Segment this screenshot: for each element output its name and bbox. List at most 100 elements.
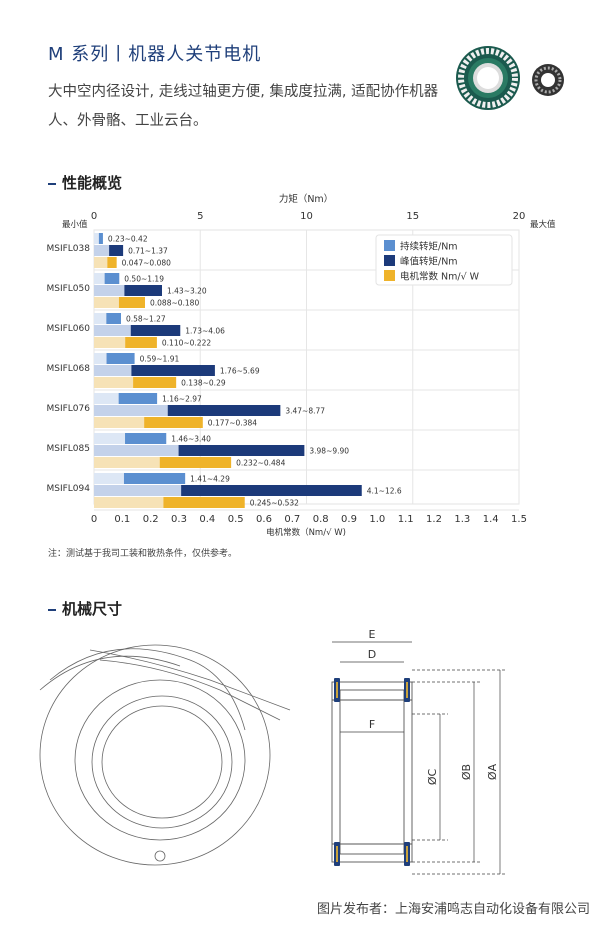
bottom-tick-label: 0.7 <box>284 514 300 525</box>
category-label: MSIFL068 <box>46 364 90 374</box>
bar-min-segment <box>94 297 119 308</box>
bar-min-segment <box>94 257 108 268</box>
bar-range-segment <box>118 393 158 404</box>
bar-range-segment <box>106 313 121 324</box>
bottom-tick-label: 0.8 <box>313 514 329 525</box>
top-tick-label: 10 <box>300 211 313 222</box>
bar-value-label: 1.46~3.40 <box>171 435 211 444</box>
section-windings <box>334 678 410 866</box>
bottom-tick-label: 1.1 <box>398 514 414 525</box>
dimension-lines <box>332 641 506 875</box>
bar-min-segment <box>94 285 125 296</box>
min-value-label: 最小值 <box>62 219 88 230</box>
dim-b-label: ØB <box>460 764 473 780</box>
bar-value-label: 0.58~1.27 <box>126 315 166 324</box>
bar-min-segment <box>94 377 134 388</box>
bar-range-segment <box>98 233 103 244</box>
bar-value-label: 4.1~12.6 <box>367 487 402 496</box>
top-tick-label: 20 <box>513 211 526 222</box>
category-label: MSIFL076 <box>46 404 90 414</box>
bar-min-segment <box>94 325 131 336</box>
bottom-tick-label: 1.5 <box>511 514 527 525</box>
bar-range-segment <box>104 273 120 284</box>
page-title: M 系列丨机器人关节电机 <box>48 44 262 65</box>
bar-value-label: 1.41~4.29 <box>190 475 230 484</box>
bar-min-segment <box>94 485 182 496</box>
dim-a-label: ØA <box>486 763 499 780</box>
bar-value-label: 0.50~1.19 <box>124 275 164 284</box>
bottom-tick-label: 0.3 <box>171 514 187 525</box>
bar-value-label: 1.16~2.97 <box>162 395 202 404</box>
bottom-tick-label: 1.0 <box>369 514 385 525</box>
bar-value-label: 3.47~8.77 <box>285 407 325 416</box>
bar-min-segment <box>94 365 132 376</box>
publisher-footer: 图片发布者：上海安浦鸣志自动化设备有限公司 <box>316 902 590 917</box>
bar-min-segment <box>94 233 99 244</box>
test-note: 注：测试基于我司工装和散热条件，仅供参考。 <box>48 549 238 559</box>
bar-min-segment <box>94 473 124 484</box>
bottom-axis-label: 电机常数（Nm/√ W) <box>266 527 346 538</box>
product-description: 大中空内径设计, 走线过轴更方便, 集成度拉满, 适配协作机器人、外骨骼、工业云… <box>48 84 439 129</box>
bar-value-label: 0.088~0.180 <box>150 299 199 308</box>
bar-range-segment <box>133 377 177 388</box>
bar-min-segment <box>94 353 107 364</box>
legend-label: 持续转矩/Nm <box>400 241 458 253</box>
bar-range-segment <box>130 325 181 336</box>
category-label: MSIFL085 <box>46 444 90 454</box>
bottom-tick-label: 0.1 <box>114 514 130 525</box>
bar-min-segment <box>94 433 126 444</box>
bottom-tick-label: 1.3 <box>454 514 470 525</box>
bottom-tick-label: 0.4 <box>199 514 215 525</box>
legend-swatch <box>384 240 395 251</box>
bar-range-segment <box>125 433 167 444</box>
category-label: MSIFL050 <box>46 284 90 294</box>
bottom-tick-label: 0.6 <box>256 514 272 525</box>
bottom-tick-label: 1.2 <box>426 514 442 525</box>
bar-range-segment <box>107 257 117 268</box>
bar-range-segment <box>106 353 135 364</box>
category-label: MSIFL038 <box>46 244 90 254</box>
category-label: MSIFL060 <box>46 324 90 334</box>
legend-label: 电机常数 Nm/√ W <box>400 271 480 283</box>
section-magnets <box>336 682 408 862</box>
top-tick-label: 5 <box>197 211 203 222</box>
bar-range-segment <box>124 285 162 296</box>
bar-min-segment <box>94 457 160 468</box>
bar-value-label: 0.177~0.384 <box>208 419 257 428</box>
bar-value-label: 3.98~9.90 <box>309 447 349 456</box>
section-dimensions-label: 机械尺寸 <box>62 600 123 618</box>
legend-box <box>375 234 513 286</box>
bar-range-segment <box>181 485 362 496</box>
max-value-label: 最大值 <box>530 219 556 230</box>
bar-min-segment <box>94 497 164 508</box>
bar-min-segment <box>94 445 179 456</box>
bar-range-segment <box>163 497 245 508</box>
section-performance-heading: 性能概览 <box>48 172 122 193</box>
bar-range-segment <box>125 337 157 348</box>
top-tick-label: 0 <box>91 211 97 222</box>
bar-range-segment <box>167 405 281 416</box>
bottom-tick-label: 1.4 <box>483 514 499 525</box>
bar-value-label: 1.76~5.69 <box>220 367 260 376</box>
bar-range-segment <box>178 445 305 456</box>
bar-value-label: 0.23~0.42 <box>108 235 148 244</box>
bar-value-label: 0.71~1.37 <box>128 247 168 256</box>
mechanical-drawing: E D F ØC ØB ØA <box>39 628 506 875</box>
bar-value-label: 1.43~3.20 <box>167 287 207 296</box>
dim-c-label: ØC <box>426 769 439 786</box>
performance-chart: 力矩（Nm） 最小值 最大值 0 5 10 15 20 0 0.1 0.2 0.3 0.4 0.5… <box>46 193 556 538</box>
bar-value-label: 0.138~0.29 <box>181 379 226 388</box>
top-axis-label: 力矩（Nm） <box>279 193 333 205</box>
bottom-tick-label: 0.5 <box>228 514 244 525</box>
bar-min-segment <box>94 313 107 324</box>
bar-value-label: 0.047~0.080 <box>122 259 171 268</box>
bar-range-segment <box>109 245 124 256</box>
bar-value-label: 0.110~0.222 <box>162 339 211 348</box>
bar-min-segment <box>94 273 105 284</box>
bar-range-segment <box>159 457 232 468</box>
bar-value-label: 0.245~0.532 <box>250 499 299 508</box>
dim-f-label: F <box>369 718 375 731</box>
bar-range-segment <box>118 297 145 308</box>
bottom-tick-label: 0 <box>91 514 97 525</box>
bar-value-label: 0.59~1.91 <box>140 355 180 364</box>
